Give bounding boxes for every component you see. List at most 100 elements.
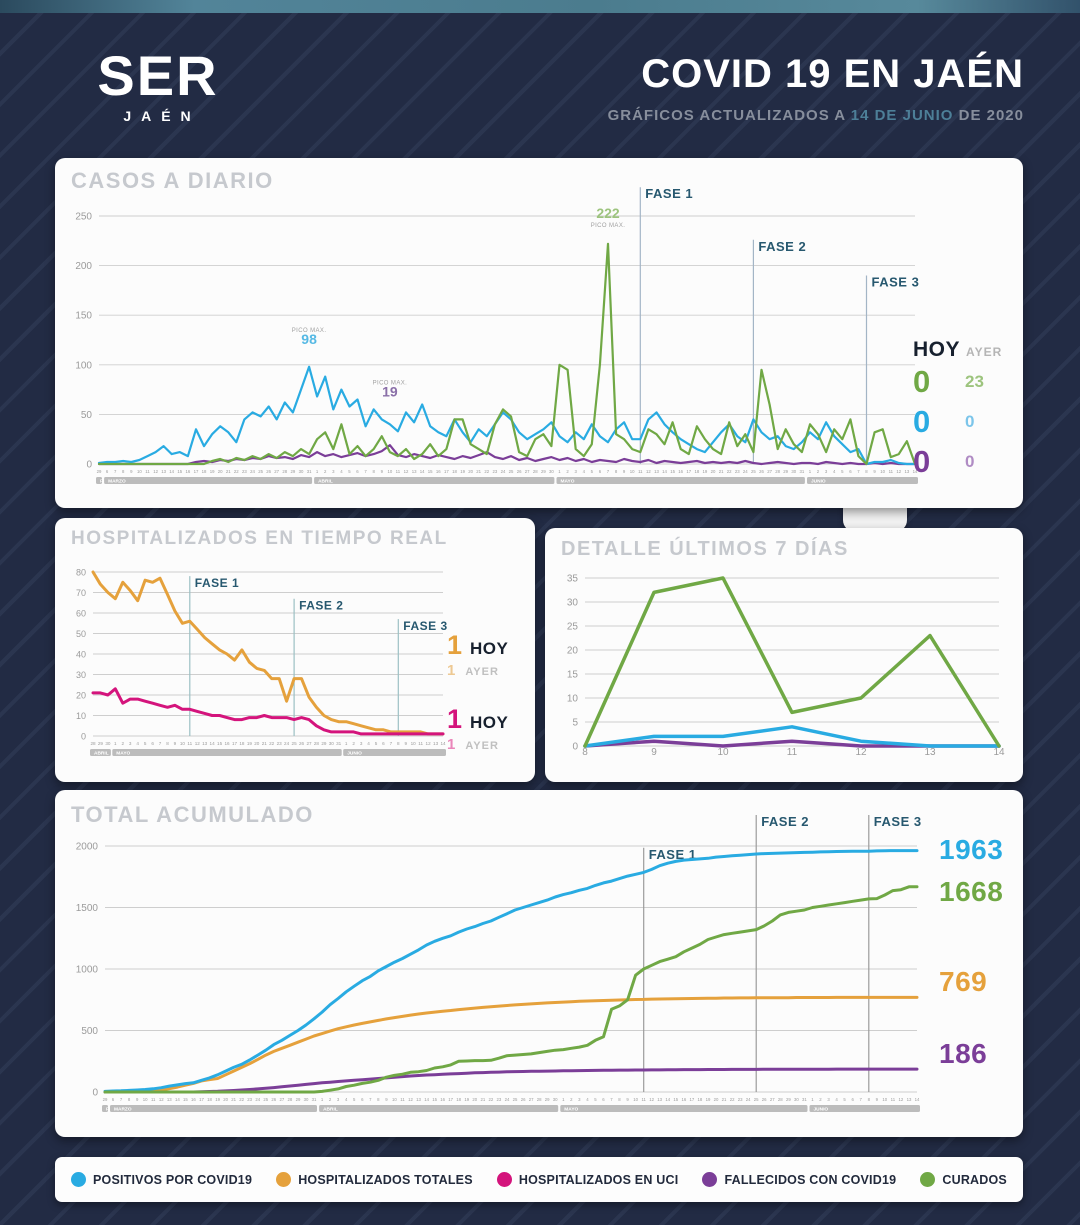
legend-positivos-label: POSITIVOS POR COVID19 (93, 1172, 253, 1187)
svg-text:ABRIL: ABRIL (323, 1107, 338, 1113)
svg-text:22: 22 (239, 1097, 244, 1102)
hospitalized-uci-legend: 1 HOY 1 AYER (447, 704, 531, 753)
daily-hoy-ayer-legend: HOY AYER 0 23 0 0 0 0 (913, 338, 1023, 482)
svg-text:22: 22 (730, 1097, 735, 1102)
total-positivos: 1963 (939, 834, 1004, 865)
svg-text:12: 12 (646, 469, 651, 474)
svg-text:29: 29 (783, 469, 788, 474)
svg-text:25: 25 (292, 741, 298, 746)
svg-text:5: 5 (348, 469, 351, 474)
svg-text:18: 18 (695, 469, 700, 474)
svg-text:18: 18 (456, 1097, 461, 1102)
svg-text:9: 9 (130, 469, 133, 474)
svg-text:PICO MAX.: PICO MAX. (373, 381, 408, 387)
svg-text:8: 8 (373, 469, 376, 474)
svg-text:25: 25 (567, 622, 579, 633)
svg-text:16: 16 (440, 1097, 445, 1102)
svg-text:26: 26 (762, 1097, 767, 1102)
svg-text:4: 4 (136, 741, 139, 746)
svg-text:22: 22 (484, 469, 489, 474)
svg-text:24: 24 (501, 469, 506, 474)
svg-text:27: 27 (767, 469, 772, 474)
svg-text:80: 80 (76, 568, 86, 578)
legend-item-positivos: POSITIVOS POR COVID19 (71, 1172, 252, 1187)
page-title: COVID 19 EN JAÉN (641, 52, 1024, 96)
subtitle-prefix: GRÁFICOS ACTUALIZADOS A (607, 107, 851, 124)
svg-text:4: 4 (583, 469, 586, 474)
svg-text:1000: 1000 (76, 965, 99, 976)
svg-text:14: 14 (993, 747, 1005, 758)
svg-text:23: 23 (247, 1097, 252, 1102)
svg-text:2: 2 (566, 469, 569, 474)
svg-text:29: 29 (296, 1097, 301, 1102)
svg-text:23: 23 (277, 741, 283, 746)
svg-text:10: 10 (388, 469, 393, 474)
svg-text:9: 9 (136, 1097, 139, 1102)
svg-text:5: 5 (843, 1097, 846, 1102)
svg-text:MAYO: MAYO (116, 751, 130, 757)
svg-text:1: 1 (321, 1097, 324, 1102)
svg-text:27: 27 (306, 741, 312, 746)
svg-text:98: 98 (301, 331, 317, 347)
svg-text:11: 11 (418, 741, 423, 746)
week-chart-title: DETALLE ÚLTIMOS 7 DÍAS (561, 538, 849, 560)
svg-text:FASE 3: FASE 3 (872, 275, 920, 290)
ayer-label: AYER (966, 345, 1003, 359)
svg-text:21: 21 (719, 469, 724, 474)
svg-text:29: 29 (541, 469, 546, 474)
svg-text:5: 5 (572, 718, 578, 729)
svg-text:23: 23 (242, 469, 247, 474)
svg-text:3: 3 (827, 1097, 830, 1102)
hosp-uci-ayer-value: 1 (447, 736, 456, 753)
svg-text:25: 25 (258, 469, 263, 474)
legend-curados-label: CURADOS (942, 1172, 1007, 1187)
svg-text:8: 8 (868, 1097, 871, 1102)
svg-text:31: 31 (307, 469, 312, 474)
svg-text:29: 29 (786, 1097, 791, 1102)
svg-text:1: 1 (345, 741, 348, 746)
svg-text:13: 13 (907, 1097, 912, 1102)
svg-text:27: 27 (770, 1097, 775, 1102)
daily-chart-title: CASOS A DIARIO (71, 168, 274, 193)
svg-text:19: 19 (464, 1097, 469, 1102)
svg-text:10: 10 (411, 741, 417, 746)
svg-text:15: 15 (673, 1097, 678, 1102)
svg-text:6: 6 (602, 1097, 605, 1102)
legend-item-curados: CURADOS (920, 1172, 1007, 1187)
fallecidos-dot-icon (702, 1172, 718, 1187)
svg-text:19: 19 (247, 741, 253, 746)
svg-text:20: 20 (714, 1097, 719, 1102)
svg-text:16: 16 (224, 741, 230, 746)
svg-text:3: 3 (360, 741, 363, 746)
svg-text:15: 15 (183, 1097, 188, 1102)
svg-text:15: 15 (177, 469, 182, 474)
curados-hoy-value: 0 (913, 364, 931, 399)
svg-text:7: 7 (120, 1097, 123, 1102)
svg-text:3: 3 (332, 469, 335, 474)
svg-text:PICO MAX.: PICO MAX. (591, 223, 626, 229)
svg-text:3: 3 (825, 469, 828, 474)
svg-text:11: 11 (641, 1097, 646, 1102)
panel-last-7-days: DETALLE ÚLTIMOS 7 DÍAS 0 5 10 15 20 25 30 35 8 9 1… (545, 528, 1023, 782)
svg-text:20: 20 (223, 1097, 228, 1102)
svg-text:12: 12 (649, 1097, 654, 1102)
svg-text:17: 17 (444, 469, 449, 474)
svg-text:7: 7 (607, 469, 610, 474)
panel-daily-cases: CASOS A DIARIO 0 50 100 150 200 250 FASE 1 FASE… (55, 158, 1023, 508)
svg-text:10: 10 (180, 741, 186, 746)
svg-text:JUNIO: JUNIO (811, 479, 826, 485)
svg-text:MAYO: MAYO (561, 479, 575, 485)
svg-text:15: 15 (428, 469, 433, 474)
svg-text:8: 8 (122, 469, 125, 474)
svg-text:14: 14 (440, 741, 446, 746)
svg-text:FASE 2: FASE 2 (758, 239, 806, 254)
svg-text:6: 6 (112, 1097, 115, 1102)
svg-text:16: 16 (186, 469, 191, 474)
svg-text:14: 14 (665, 1097, 670, 1102)
svg-text:30: 30 (329, 741, 335, 746)
svg-text:15: 15 (670, 469, 675, 474)
svg-text:FASE 1: FASE 1 (645, 186, 693, 201)
svg-text:6: 6 (356, 469, 359, 474)
svg-text:8: 8 (166, 741, 169, 746)
